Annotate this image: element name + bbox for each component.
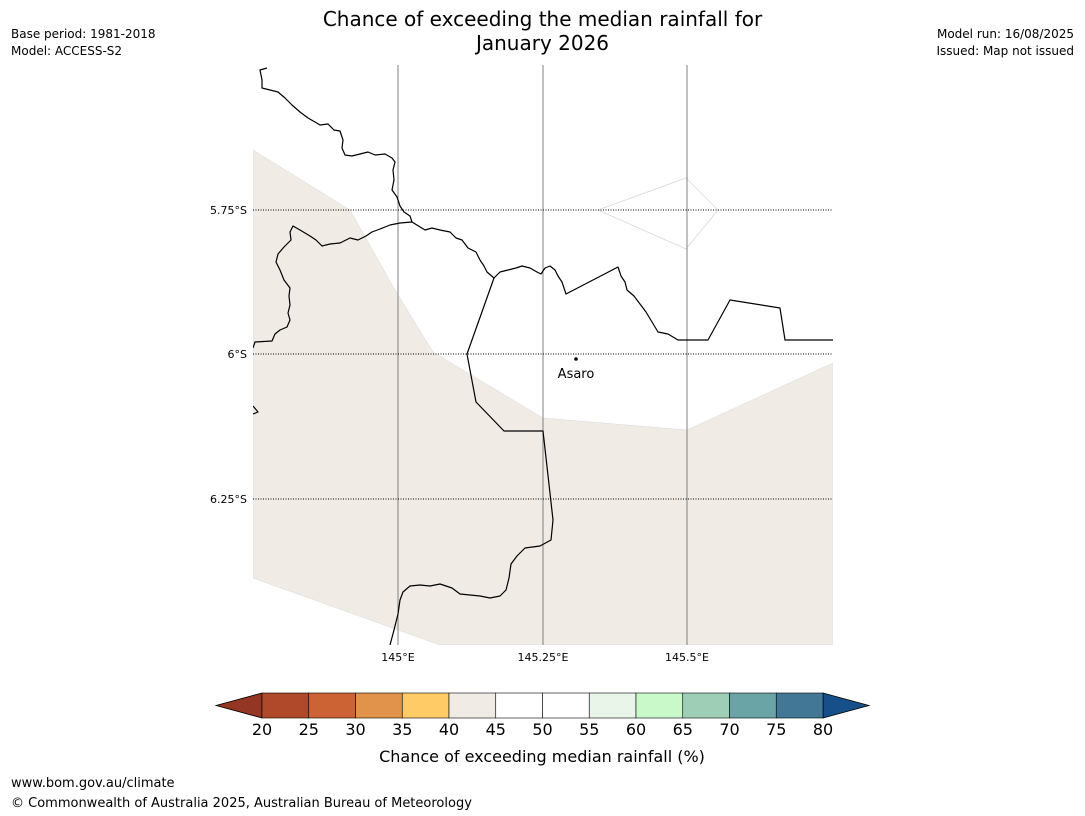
colorbar-bin: [448, 692, 497, 719]
colorbar-tick-label: 40: [439, 720, 459, 739]
lat-label-5-75S: 5.75°S: [210, 204, 247, 217]
footer-copyright: © Commonwealth of Australia 2025, Austra…: [11, 796, 472, 811]
model-run: Model run: 16/08/2025: [936, 27, 1074, 41]
contour-line: [597, 177, 719, 250]
colorbar-bin: [775, 692, 824, 719]
colorbar-tick-label: 65: [673, 720, 693, 739]
lon-label-145E: 145°E: [381, 651, 414, 664]
colorbar-tick-label: 55: [579, 720, 599, 739]
footer-url: www.bom.gov.au/climate: [11, 776, 175, 791]
colorbar-label: Chance of exceeding median rainfall (%): [379, 747, 705, 766]
colorbar-tick-label: 25: [299, 720, 319, 739]
colorbar-bin: [729, 692, 777, 719]
colorbar-bin: [542, 692, 590, 719]
colorbar-tick-label: 80: [813, 720, 833, 739]
place-label: Asaro: [558, 367, 595, 382]
lat-label-6S: 6°S: [228, 348, 247, 361]
title-line-1: Chance of exceeding the median rainfall …: [322, 7, 763, 31]
colorbar-tick-label: 75: [766, 720, 786, 739]
colorbar-tick-label: 45: [486, 720, 506, 739]
colorbar: 20 25 30 35 40 45 50 55 60 65 70 75 80: [214, 692, 871, 739]
title-line-2: January 2026: [475, 31, 610, 55]
lat-label-6-25S: 6.25°S: [210, 493, 247, 506]
province-borders: [253, 67, 833, 645]
lon-label-145-25E: 145.25°E: [518, 651, 569, 664]
colorbar-tick-label: 60: [626, 720, 646, 739]
colorbar-bin: [588, 692, 637, 719]
colorbar-tick-label: 20: [252, 720, 272, 739]
colorbar-tick-label: 35: [392, 720, 412, 739]
model-info: Base period: 1981-2018 Model: ACCESS-S2: [11, 26, 156, 60]
colorbar-bin: [261, 692, 310, 719]
base-period: Base period: 1981-2018: [11, 27, 156, 41]
place-marker-dot: [574, 357, 578, 361]
colorbar-tick-label: 70: [719, 720, 739, 739]
run-info: Model run: 16/08/2025 Issued: Map not is…: [936, 26, 1074, 60]
border-west-fragment: [253, 405, 259, 415]
colorbar-bin: [401, 692, 450, 719]
map-panel: [253, 65, 833, 645]
issue-status: Issued: Map not issued: [936, 44, 1074, 58]
colorbar-bin: [682, 692, 730, 719]
colorbar-tick-label: 30: [345, 720, 365, 739]
border-central: [253, 221, 413, 349]
lon-label-145-5E: 145.5°E: [665, 651, 709, 664]
colorbar-under-arrow: [214, 692, 263, 719]
border-north: [259, 67, 413, 223]
colorbar-tick-label: 50: [532, 720, 552, 739]
colorbar-bin: [308, 692, 356, 719]
model-name: Model: ACCESS-S2: [11, 44, 123, 58]
border-district: [389, 277, 554, 645]
colorbar-bin: [635, 692, 684, 719]
colorbar-over-arrow: [822, 692, 871, 719]
colorbar-bin: [495, 692, 543, 719]
border-east: [411, 221, 833, 341]
colorbar-bin: [355, 692, 403, 719]
map-title: Chance of exceeding the median rainfall …: [0, 7, 1085, 55]
